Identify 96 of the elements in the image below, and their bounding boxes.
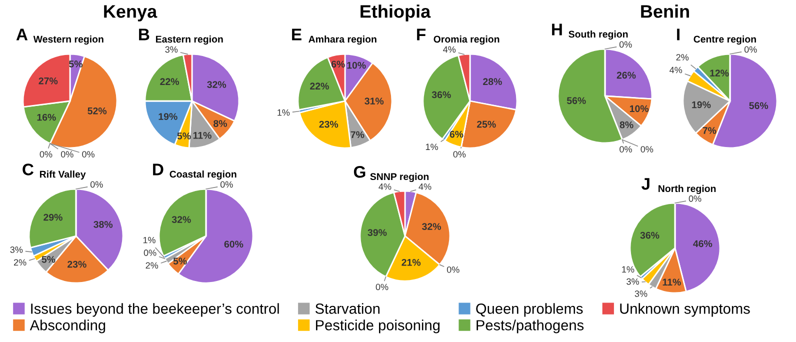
text: 0% — [453, 151, 466, 158]
chart-subtitle: Centre region — [694, 35, 756, 45]
chart-subtitle: SNNP region — [370, 172, 429, 182]
text: 0% — [220, 181, 233, 188]
data-label: 56% — [566, 97, 586, 104]
chart-subtitle: Coastal region — [170, 170, 236, 180]
chart-title: E — [292, 28, 302, 40]
data-label: 27% — [38, 77, 58, 84]
chart-subtitle: Rift Valley — [40, 170, 86, 180]
text: 0% — [82, 151, 94, 158]
text: 0% — [40, 151, 52, 158]
data-label: 22% — [160, 78, 180, 86]
data-label: 8% — [620, 121, 634, 128]
data-label: 31% — [364, 98, 384, 105]
data-label: 36% — [640, 232, 660, 239]
data-label: 10% — [630, 105, 649, 112]
data-label: 23% — [68, 260, 86, 268]
text: 0% — [640, 146, 654, 152]
legend-label: Unknown symptoms — [620, 303, 750, 317]
text: 0% — [619, 41, 632, 48]
data-label: 3% — [165, 46, 178, 53]
data-label: 8% — [214, 120, 228, 127]
chart-title: J — [642, 178, 650, 190]
data-label: 16% — [37, 114, 56, 121]
text: 0% — [144, 250, 156, 256]
data-label: 32% — [207, 81, 226, 88]
chart-title: D — [153, 164, 164, 176]
text: 0% — [90, 181, 103, 188]
data-label: 2% — [146, 262, 158, 269]
text: Benin — [641, 4, 689, 18]
chart-subtitle: Western region — [33, 35, 104, 45]
data-label: 23% — [319, 120, 338, 128]
chart-title: F — [417, 28, 426, 40]
data-label: 5% — [173, 258, 187, 265]
data-label: 32% — [172, 216, 191, 224]
chart-subtitle: North region — [658, 184, 716, 194]
data-label: 2% — [676, 54, 689, 60]
chart-title: G — [354, 166, 366, 178]
data-label: 3% — [634, 290, 648, 297]
data-label: 7% — [702, 127, 716, 134]
data-label: 10% — [347, 62, 366, 69]
text: 0% — [620, 146, 632, 152]
text: 0% — [744, 46, 757, 53]
data-label: 7% — [350, 131, 364, 138]
data-label: 29% — [44, 214, 62, 221]
data-label: 4% — [443, 46, 456, 53]
chart-subtitle: Amhara region — [308, 35, 376, 45]
chart-subtitle: Eastern region — [156, 35, 223, 45]
text: 0% — [688, 195, 702, 202]
text: 0% — [446, 266, 460, 273]
chart-subtitle: South region — [568, 30, 628, 40]
data-label: 4% — [418, 183, 432, 190]
data-label: 26% — [616, 72, 636, 79]
data-label: 25% — [476, 120, 496, 128]
data-label: 52% — [88, 107, 107, 114]
data-label: 2% — [14, 259, 26, 266]
data-label: 46% — [693, 240, 712, 248]
legend-label: Issues beyond the beekeeper’s control — [31, 303, 279, 317]
legend-label: Starvation — [315, 303, 380, 314]
text: 0% — [60, 151, 74, 158]
text: 0% — [376, 284, 388, 290]
data-label: 3% — [10, 246, 23, 253]
data-label: 38% — [94, 221, 113, 228]
data-label: 4% — [670, 66, 682, 74]
legend-label: Pesticide poisoning — [316, 320, 440, 334]
data-label: 1% — [426, 144, 438, 150]
data-label: 1% — [622, 266, 634, 273]
chart-title: A — [16, 28, 28, 40]
legend-label: Queen problems — [476, 303, 583, 317]
data-label: 5% — [42, 256, 56, 263]
data-label: 11% — [662, 278, 681, 286]
data-label: 11% — [193, 132, 212, 139]
data-label: 3% — [626, 278, 639, 285]
chart-title: B — [139, 28, 150, 40]
data-label: 19% — [692, 101, 711, 108]
chart-subtitle: Oromia region — [434, 35, 500, 45]
data-label: 1% — [278, 109, 290, 116]
data-label: 60% — [224, 240, 244, 248]
data-label: 19% — [158, 113, 178, 120]
data-label: 32% — [422, 223, 442, 230]
data-label: 4% — [378, 183, 392, 190]
data-label: 22% — [310, 82, 329, 90]
data-label: 39% — [368, 229, 387, 236]
data-label: 28% — [483, 78, 502, 86]
chart-title: I — [677, 28, 680, 40]
data-label: 12% — [710, 70, 729, 76]
text: Ethiopia — [360, 4, 431, 22]
data-label: 21% — [402, 258, 421, 266]
legend-label: Pests/pathogens — [476, 320, 584, 334]
legend-label: Absconding — [30, 320, 106, 334]
chart-title: H — [552, 24, 562, 36]
data-label: 36% — [432, 91, 451, 98]
text: Kenya — [104, 5, 158, 22]
data-label: 56% — [749, 102, 768, 110]
data-label: 1% — [143, 236, 156, 244]
chart-title: C — [22, 164, 34, 176]
